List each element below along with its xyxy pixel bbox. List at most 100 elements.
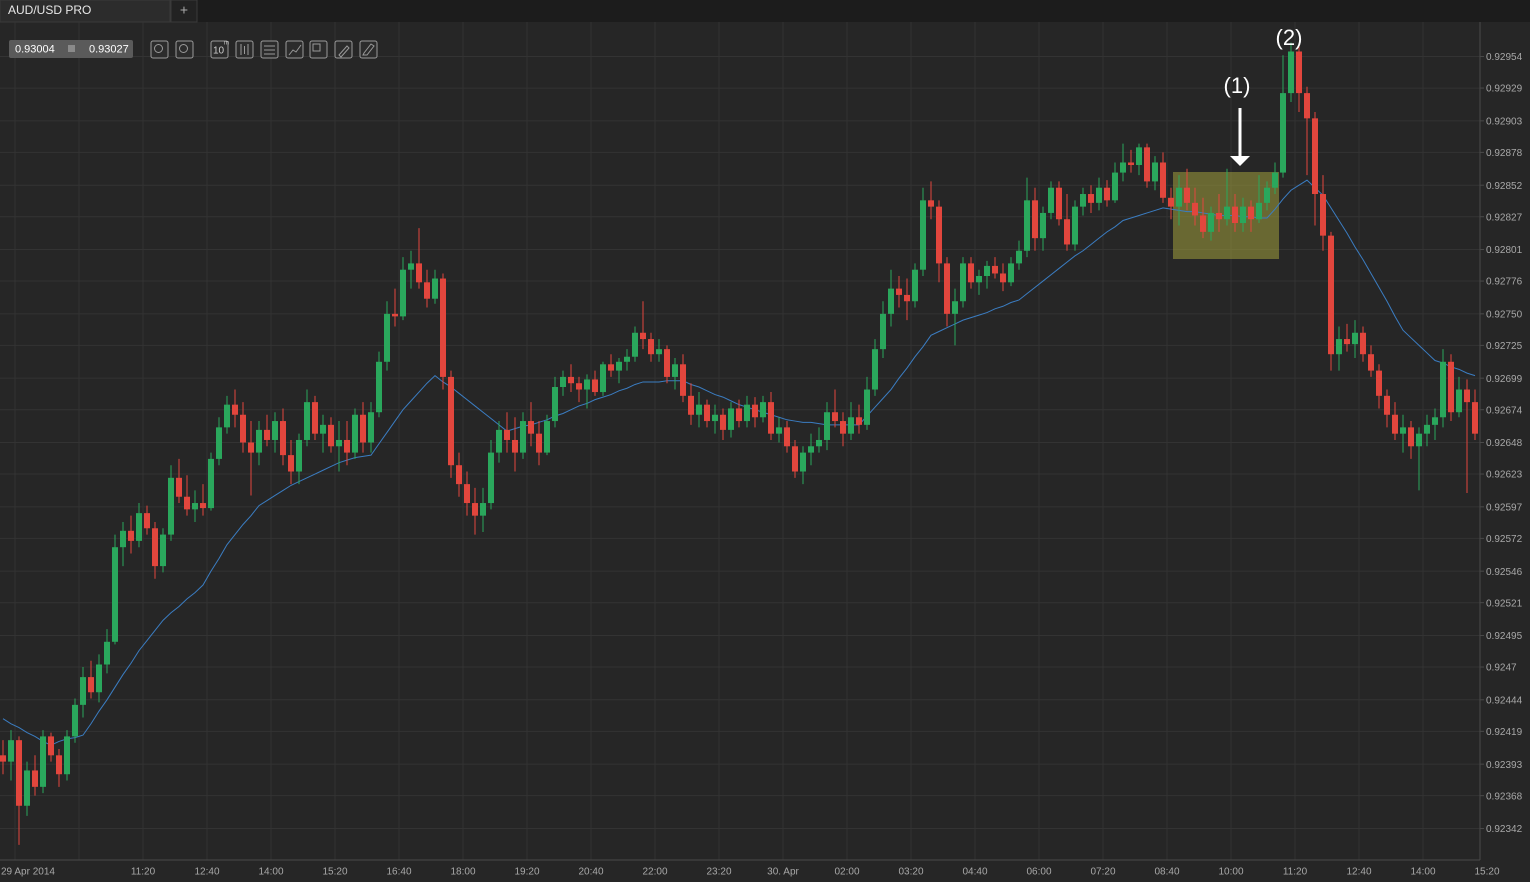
candle-body [1248,206,1254,220]
candle-body [1256,202,1262,220]
candle-body [624,356,630,362]
studies-icon [288,44,302,56]
studies-button[interactable] [285,40,304,59]
candle-body [640,332,646,340]
y-tick-label: 0.9247 [1486,663,1517,674]
x-tick-label: 06:00 [1026,867,1051,878]
new-tab-icon[interactable]: + [180,2,188,18]
candle-body [1000,273,1006,283]
bid-price[interactable]: 0.93004 [15,43,55,55]
candle-body [1456,389,1462,413]
candle-body [1144,147,1150,182]
candle-body [208,458,214,509]
candle-body [632,332,638,357]
candle-body [464,484,470,504]
candle-body [416,263,422,283]
candle-body [280,421,286,456]
candle-body [176,477,182,497]
candle-body [1048,187,1054,213]
candle-body [992,265,998,274]
candle-body [1056,187,1062,220]
new-tab-button[interactable] [170,0,198,23]
tab[interactable] [0,0,171,23]
candle-body [1192,202,1198,216]
x-tick-label: 19:20 [514,867,539,878]
zoom-in-button[interactable] [175,40,194,59]
compare-button[interactable] [309,40,328,59]
candle-body [440,278,446,377]
candle-body [48,736,54,756]
x-tick-label: 14:00 [1410,867,1435,878]
candle-body [800,452,806,472]
candle-body [264,429,270,440]
candle-body [856,417,862,425]
candle-body [1112,172,1118,201]
candle-body [1232,206,1238,224]
ask-price[interactable]: 0.93027 [89,43,129,55]
candle-body [744,404,750,422]
candle-body [696,404,702,415]
x-tick-label: 03:20 [898,867,923,878]
candle-body [400,269,406,317]
candle-body [1424,424,1430,434]
candle-body [1096,187,1102,203]
candle-body [8,740,14,762]
annotation-arrowhead [1230,156,1250,166]
candle-body [896,288,902,295]
candle-body [944,263,950,314]
candle-body [224,404,230,428]
candle-body [392,313,398,317]
candle-body [240,414,246,443]
candle-body [1304,93,1310,119]
candle-body [120,530,126,548]
candle-body [344,439,350,453]
candle-body [1080,194,1086,207]
candle-body [96,664,102,693]
candle-body [1368,354,1374,371]
candle-body [904,294,910,302]
x-tick-label: 14:00 [258,867,283,878]
candle-body [584,379,590,390]
zoom-in-icon [179,44,188,53]
candle-body [456,465,462,485]
candle-body [840,421,846,434]
period-button[interactable] [210,40,229,59]
edit-icon [338,45,350,58]
candle-body [768,402,774,434]
period-value[interactable]: 10 [213,46,225,57]
candle-body [792,446,798,472]
candle-body [1400,427,1406,434]
candle-body [1072,206,1078,245]
candle-body [88,677,94,693]
tab-title[interactable]: AUD/USD PRO [8,3,91,17]
candle-body [320,424,326,434]
candle-body [136,513,142,541]
candle-body [1320,194,1326,236]
candle-body [912,269,918,302]
candle-body [736,408,742,422]
candle-body [752,404,758,418]
candle-body [1328,235,1334,355]
period-unit[interactable]: m [224,41,229,47]
candle-body [304,402,310,440]
candle-body [648,339,654,355]
candle-body [200,503,206,509]
candle-body [248,442,254,453]
candle-body [32,770,38,787]
candle-body [656,349,662,355]
candle-body [616,361,622,371]
y-tick-label: 0.92878 [1486,148,1523,159]
annotation-label: (2) [1276,25,1303,50]
candle-body [472,503,478,516]
indicators-icon [264,45,275,55]
x-tick-label: 02:00 [834,867,859,878]
y-tick-label: 0.92393 [1486,760,1523,771]
candle-body [1240,206,1246,224]
candle-body [688,395,694,415]
x-tick-label: 10:00 [1218,867,1243,878]
candle-body [1448,361,1454,413]
candle-body [408,263,414,270]
zoom-out-button[interactable] [150,40,169,59]
